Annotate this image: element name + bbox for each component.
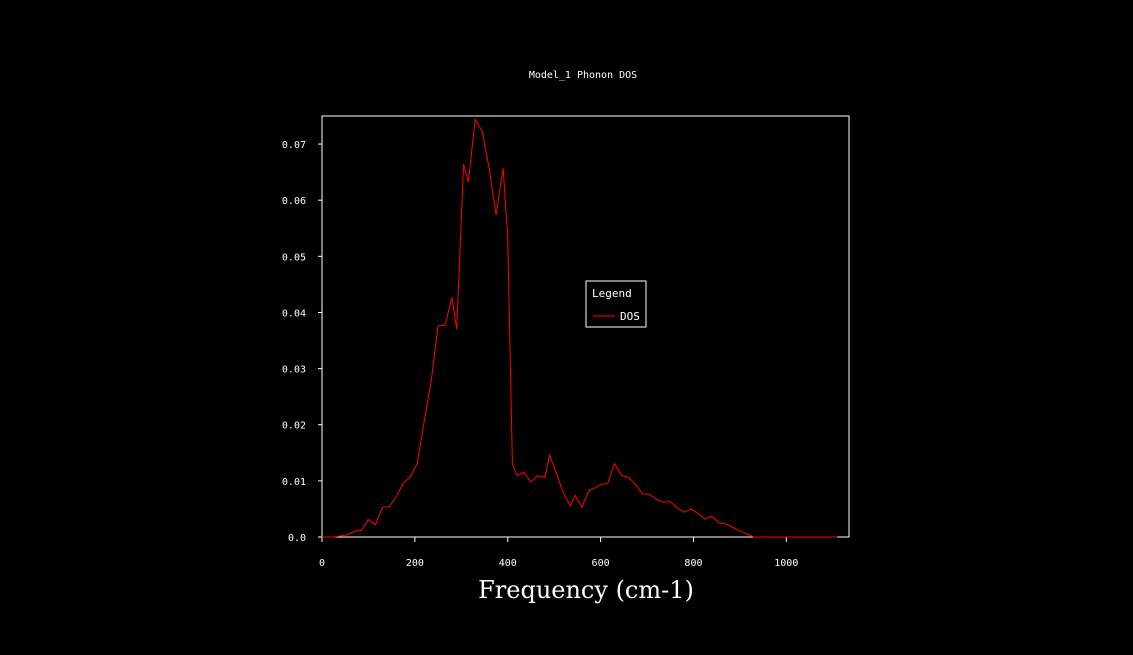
- y-tick-label: 0.02: [282, 421, 306, 432]
- legend-entry-dos: DOS: [620, 310, 640, 323]
- legend: Legend DOS: [585, 280, 647, 328]
- x-axis-label: Frequency (cm-1): [478, 576, 694, 604]
- y-tick-label: 0.07: [282, 140, 306, 151]
- y-tick-label: 0.0: [288, 533, 306, 544]
- x-axis: 0 200 400 600 800 1000: [319, 537, 798, 569]
- chart-title: Model_1 Phonon DOS: [529, 70, 637, 81]
- x-tick-label: 600: [592, 558, 610, 569]
- y-tick-label: 0.01: [282, 477, 306, 488]
- y-tick-label: 0.03: [282, 365, 306, 376]
- y-tick-label: 0.04: [282, 308, 306, 319]
- series-layer: [322, 117, 838, 538]
- plot-frame: [321, 115, 850, 538]
- y-tick-label: 0.06: [282, 196, 306, 207]
- legend-title: Legend: [592, 287, 632, 300]
- x-tick-label: 400: [499, 558, 517, 569]
- legend-box: [585, 280, 647, 328]
- x-tick-label: 1000: [774, 558, 798, 569]
- x-tick-label: 200: [406, 558, 424, 569]
- y-axis: 0.0 0.01 0.02 0.03 0.04 0.05 0.06 0.07: [282, 140, 322, 544]
- x-tick-label: 800: [684, 558, 702, 569]
- x-tick-label: 0: [319, 558, 325, 569]
- y-tick-label: 0.05: [282, 252, 306, 263]
- series-line-dos: [322, 117, 838, 538]
